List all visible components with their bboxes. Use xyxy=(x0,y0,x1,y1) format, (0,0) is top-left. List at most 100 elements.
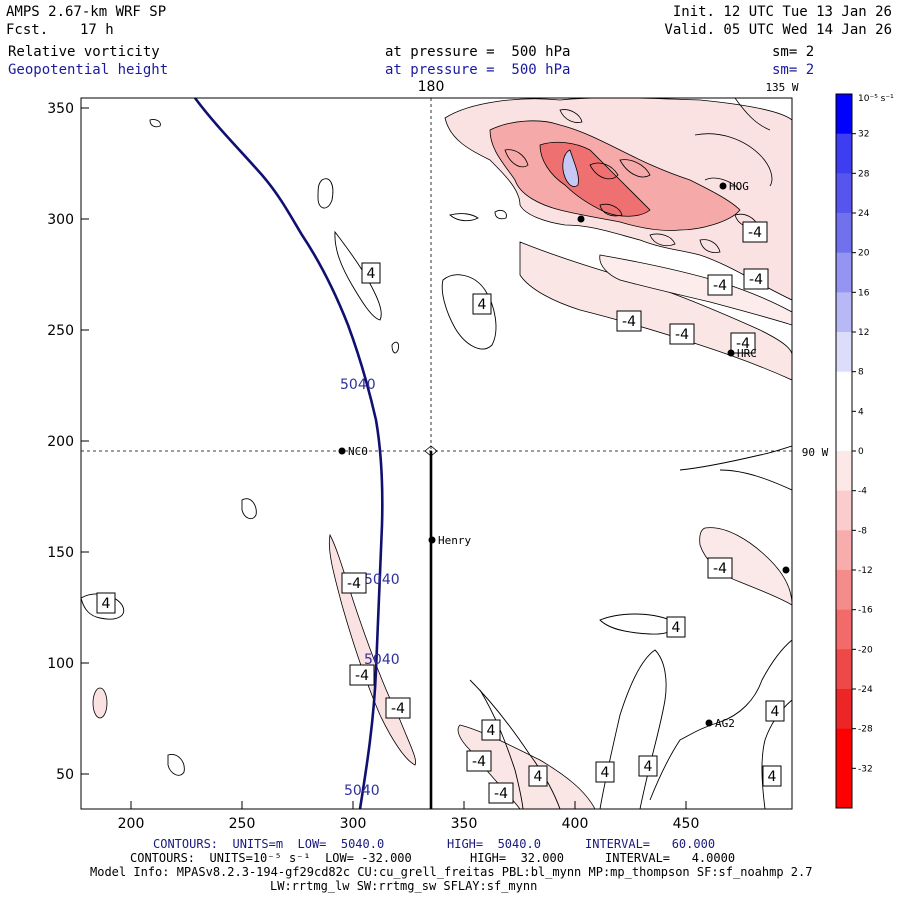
svg-text:4: 4 xyxy=(478,297,487,313)
footer-height-high: HIGH= 5040.0 xyxy=(447,837,541,851)
contour-label: 4 xyxy=(472,293,492,315)
svg-text:HOG: HOG xyxy=(729,180,749,193)
height-labels: 5040 5040 5040 5040 xyxy=(340,377,400,799)
svg-text:-4: -4 xyxy=(713,561,727,577)
colorbar-cell xyxy=(836,371,852,412)
negative-vorticity-field xyxy=(92,98,792,809)
y-tick-label: 50 xyxy=(56,767,74,783)
field-vorticity-pressure: at pressure = 500 hPa xyxy=(385,44,571,60)
axis-ticks xyxy=(81,107,687,809)
colorbar-unit: 10⁻⁵ s⁻¹ xyxy=(858,94,894,104)
height-label: 5040 xyxy=(340,377,376,393)
colorbar-tick-label: -8 xyxy=(858,526,867,536)
svg-text:-4: -4 xyxy=(749,272,763,288)
svg-text:-4: -4 xyxy=(347,576,361,592)
contour-label: 4 xyxy=(762,765,782,787)
station-hog: HOG xyxy=(719,180,749,193)
model-title: AMPS 2.67-km WRF SP xyxy=(6,4,167,20)
contour-label: -4 xyxy=(742,221,768,243)
height-label: 5040 xyxy=(364,572,400,588)
contour-label: 4 xyxy=(528,765,548,787)
y-axis-labels: 350 300 250 200 150 100 50 xyxy=(47,101,74,783)
svg-text:4: 4 xyxy=(601,765,610,781)
svg-text:Henry: Henry xyxy=(438,534,471,547)
field-vorticity-smoothing: sm= 2 xyxy=(772,44,815,60)
station-ag2: AG2 xyxy=(705,717,735,730)
svg-text:4: 4 xyxy=(367,266,376,282)
colorbar-cell xyxy=(836,728,852,769)
colorbar-tick-label: -12 xyxy=(858,566,873,576)
contour-label: -4 xyxy=(743,268,769,290)
colorbar-ticks xyxy=(852,133,856,769)
field-vorticity-name: Relative vorticity xyxy=(8,44,160,60)
colorbar-cell xyxy=(836,768,852,808)
x-tick-label: 450 xyxy=(673,816,700,832)
svg-text:4: 4 xyxy=(672,620,681,636)
forecast-hour: 17 h xyxy=(80,22,114,38)
contour-label: -4 xyxy=(730,332,756,354)
svg-text:4: 4 xyxy=(102,596,111,612)
field-height-smoothing: sm= 2 xyxy=(772,62,815,78)
stations: NCO Henry HOG HRC AG2 xyxy=(338,180,790,730)
x-tick-label: 200 xyxy=(118,816,145,832)
y-tick-label: 350 xyxy=(47,101,74,117)
y-tick-label: 100 xyxy=(47,656,74,672)
footer-height-interval: INTERVAL= 60.000 xyxy=(585,837,716,851)
svg-text:-4: -4 xyxy=(675,327,689,343)
footer-vort-units: CONTOURS: UNITS=10⁻⁵ s⁻¹ LOW= -32.000 xyxy=(130,851,412,865)
colorbar-cell xyxy=(836,689,852,730)
x-tick-label: 350 xyxy=(451,816,478,832)
svg-text:-4: -4 xyxy=(355,668,369,684)
y-tick-label: 250 xyxy=(47,323,74,339)
station-hrc: HRC xyxy=(727,347,757,360)
colorbar-cell xyxy=(836,133,852,174)
colorbar-cell xyxy=(836,173,852,214)
y-tick-label: 300 xyxy=(47,212,74,228)
svg-text:4: 4 xyxy=(768,769,777,785)
contour-label: -4 xyxy=(466,750,492,772)
field-height-pressure: at pressure = 500 hPa xyxy=(385,62,571,78)
colorbar-tick-label: 8 xyxy=(858,368,864,378)
footer-model-info: Model Info: MPASv8.2.3-194-gf29cd82c CU:… xyxy=(90,865,813,879)
svg-text:-4: -4 xyxy=(736,336,750,352)
height-label: 5040 xyxy=(364,652,400,668)
x-tick-label: 400 xyxy=(562,816,589,832)
y-tick-label: 200 xyxy=(47,434,74,450)
vorticity-blob-east xyxy=(699,527,792,606)
contour-label: -4 xyxy=(349,664,375,686)
positive-vorticity-spot xyxy=(562,149,579,187)
forecast-label: Fcst. xyxy=(6,22,49,38)
colorbar-tick-label: 24 xyxy=(858,209,870,219)
station-marker-ne xyxy=(577,215,585,223)
svg-text:-4: -4 xyxy=(472,754,486,770)
y-tick-label: 150 xyxy=(47,545,74,561)
colorbar-cell xyxy=(836,252,852,293)
contour-label: -4 xyxy=(669,323,695,345)
colorbar-tick-label: -20 xyxy=(858,645,873,655)
vorticity-labels: 4 4 4 4 4 4 4 4 4 4 -4 -4 -4 -4 -4 -4 -4… xyxy=(96,221,785,804)
colorbar-tick-label: 20 xyxy=(858,249,870,259)
colorbar-tick-label: 32 xyxy=(858,130,869,140)
svg-text:HRC: HRC xyxy=(737,347,757,360)
colorbar: 32 28 24 20 16 12 8 4 0 -4 -8 -12 -16 -20 -24 -28 -32 10… xyxy=(835,93,894,809)
colorbar-labels: 32 28 24 20 16 12 8 4 0 -4 -8 -12 -16 -20 -24 -28 -32 xyxy=(858,130,873,775)
contour-label: -4 xyxy=(488,782,514,804)
colorbar-tick-label: 12 xyxy=(858,328,869,338)
colorbar-cell xyxy=(836,530,852,571)
colorbar-tick-label: -16 xyxy=(858,606,873,616)
svg-text:NCO: NCO xyxy=(348,445,368,458)
footer-vort-interval: INTERVAL= 4.0000 xyxy=(605,851,736,865)
plot-border xyxy=(80,97,793,810)
contour-label: 4 xyxy=(638,755,658,777)
svg-text:-4: -4 xyxy=(713,278,727,294)
contour-label: -4 xyxy=(385,697,411,719)
contour-label: -4 xyxy=(707,557,733,579)
colorbar-cell xyxy=(836,332,852,373)
colorbar-cell xyxy=(836,411,852,452)
vorticity-blob-sw xyxy=(92,687,108,719)
station-marker-east xyxy=(782,566,790,574)
svg-text:4: 4 xyxy=(771,704,780,720)
footer-height-units: CONTOURS: UNITS=m LOW= 5040.0 xyxy=(153,837,385,851)
lon-label-180: 180 xyxy=(418,79,445,95)
